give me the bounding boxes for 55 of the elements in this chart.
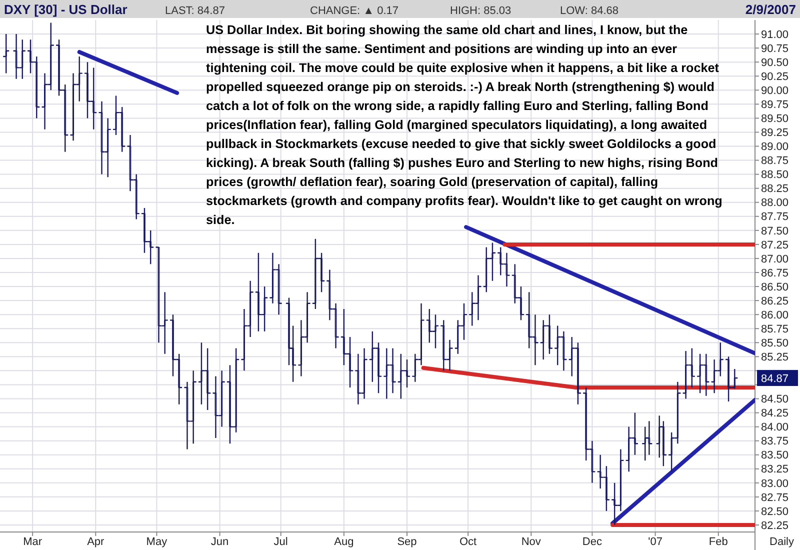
y-tick-label: 83.75 (761, 436, 789, 448)
x-tick-label: Jul (274, 536, 288, 548)
y-tick-label: 89.50 (761, 113, 789, 126)
y-tick-label: 88.75 (761, 155, 789, 168)
text: LAST: 84.87 (165, 5, 225, 17)
y-tick-label: 85.50 (761, 337, 789, 350)
y-tick-label: 85.25 (761, 352, 789, 364)
y-tick-label: 83.00 (761, 478, 789, 490)
y-tick-label: 87.50 (761, 225, 789, 238)
x-tick-label: Apr (87, 536, 105, 548)
text: 84.87 (761, 372, 789, 385)
x-tick-label: Dec (582, 536, 602, 548)
y-tick-label: 90.75 (761, 42, 789, 55)
x-tick-label: Nov (521, 536, 542, 548)
y-tick-label: 84.50 (761, 394, 789, 406)
x-tick-label: Sep (397, 536, 417, 548)
y-tick-label: 84.25 (761, 408, 789, 420)
y-tick-label: 88.00 (761, 197, 789, 210)
x-tick-label: Oct (459, 536, 477, 548)
y-tick-label: 82.25 (761, 520, 789, 532)
y-tick-label: 89.00 (761, 141, 789, 154)
x-tick-label: Jun (210, 536, 229, 548)
text: Daily (770, 536, 794, 548)
x-tick-label: Aug (334, 536, 354, 548)
y-tick-label: 83.25 (761, 464, 789, 476)
text: LOW: 84.68 (560, 5, 618, 17)
chart-title: DXY [30] - US Dollar (4, 2, 128, 17)
y-tick-label: 90.00 (761, 84, 789, 97)
x-tick-label: '07 (648, 536, 662, 548)
y-tick-label: 86.25 (761, 295, 789, 308)
y-tick-label: 82.75 (761, 492, 789, 504)
y-tick-label: 90.50 (761, 56, 789, 69)
y-tick-label: 87.75 (761, 211, 789, 224)
x-tick-label: Mar (23, 536, 42, 548)
y-tick-label: 89.75 (761, 99, 789, 112)
y-tick-label: 83.50 (761, 450, 789, 462)
y-tick-label: 88.50 (761, 169, 789, 182)
y-tick-label: 90.25 (761, 70, 789, 83)
y-tick-label: 91.00 (761, 28, 789, 41)
y-tick-label: 85.75 (761, 323, 789, 336)
text: CHANGE: ▲ 0.17 (310, 5, 399, 17)
x-tick-label: May (146, 536, 168, 548)
y-tick-label: 84.00 (761, 422, 789, 434)
text: HIGH: 85.03 (450, 5, 512, 17)
y-tick-label: 87.00 (761, 253, 789, 266)
x-tick-label: Feb (708, 536, 728, 548)
y-tick-label: 87.25 (761, 239, 789, 252)
y-tick-label: 86.50 (761, 281, 789, 294)
y-tick-label: 82.50 (761, 506, 789, 518)
y-tick-label: 89.25 (761, 127, 789, 140)
text: US Dollar Index. Bit boring showing the same old chart and lines, I know, but the message is still the same. Sentiment and positions are winding up into an ever tightening coil. The move could be quite explosive when it happens, a bit like a rocket propelled squeezed orange pip on steroids. :-) A break North (strengthening $) would catch a lot of folk on the wrong side, a rapidly falling Euro and Sterling, falling Bond prices(Inflation fear), falling Gold (margined speculators liquidating), a long awaited pullback in Stockmarkets (excuse needed to give that sickly sweet Goldilocks a good kicking). A break South (falling $) pushes Euro and Sterling to new highs, rising Bond prices (growth/ deflation fear), soaring Gold (preservation of capital), falling stockmarkets (growth and company profits fear). Wouldn't like to get caught on wrong side. (206, 23, 722, 227)
text: 2/9/2007 (745, 2, 796, 17)
y-tick-label: 88.25 (761, 183, 789, 196)
y-tick-label: 86.75 (761, 267, 789, 280)
y-tick-label: 86.00 (761, 309, 789, 322)
